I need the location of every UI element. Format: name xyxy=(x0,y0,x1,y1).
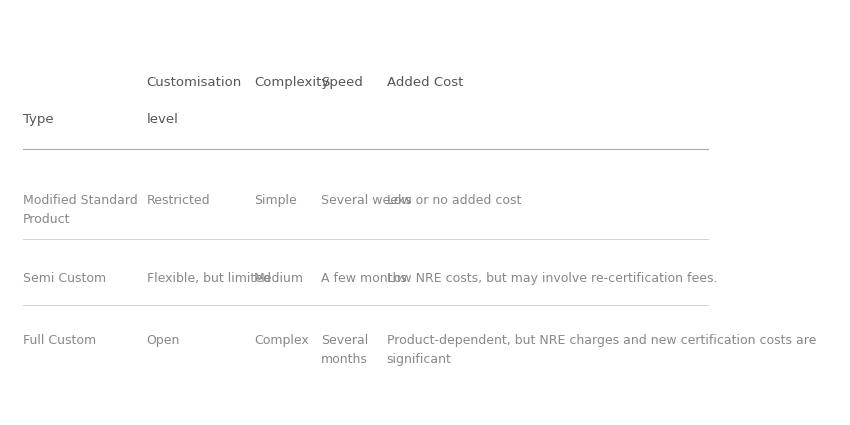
Text: Added Cost: Added Cost xyxy=(387,76,463,89)
Text: Type: Type xyxy=(23,113,54,126)
Text: Several
months: Several months xyxy=(320,334,368,366)
Text: Open: Open xyxy=(147,334,180,347)
Text: Full Custom: Full Custom xyxy=(23,334,96,347)
Text: level: level xyxy=(147,113,178,126)
Text: Medium: Medium xyxy=(254,272,304,285)
Text: Modified Standard
Product: Modified Standard Product xyxy=(23,194,138,226)
Text: Several weeks: Several weeks xyxy=(320,194,411,207)
Text: Complexity: Complexity xyxy=(254,76,329,89)
Text: Customisation: Customisation xyxy=(147,76,242,89)
Text: Product-dependent, but NRE charges and new certification costs are
significant: Product-dependent, but NRE charges and n… xyxy=(387,334,816,366)
Text: Restricted: Restricted xyxy=(147,194,210,207)
Text: Speed: Speed xyxy=(320,76,363,89)
Text: Low or no added cost: Low or no added cost xyxy=(387,194,521,207)
Text: Simple: Simple xyxy=(254,194,297,207)
Text: Flexible, but limited: Flexible, but limited xyxy=(147,272,270,285)
Text: Complex: Complex xyxy=(254,334,309,347)
Text: Semi Custom: Semi Custom xyxy=(23,272,106,285)
Text: Low NRE costs, but may involve re-certification fees.: Low NRE costs, but may involve re-certif… xyxy=(387,272,717,285)
Text: A few months: A few months xyxy=(320,272,406,285)
